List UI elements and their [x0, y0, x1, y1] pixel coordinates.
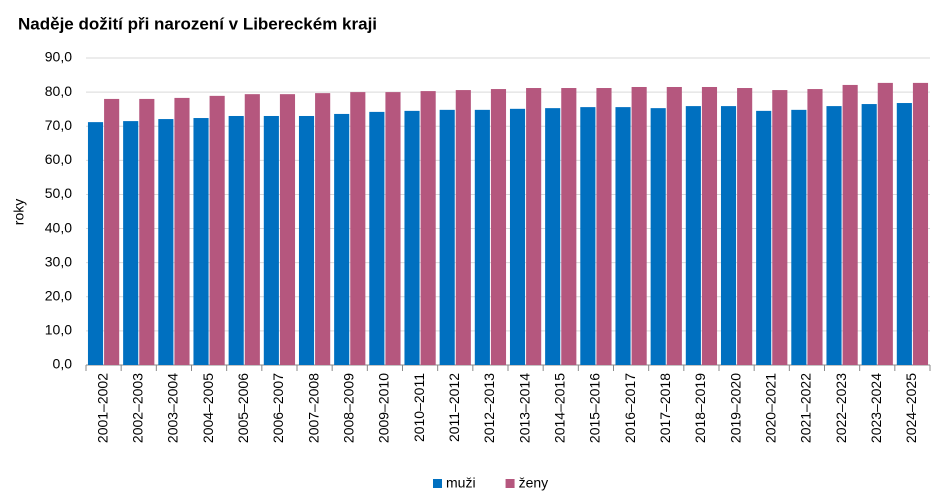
bar [228, 115, 244, 365]
bar [174, 97, 190, 365]
y-tick-label: 40,0 [45, 219, 72, 235]
x-tick-label: 2017–2018 [657, 373, 673, 443]
bar [861, 104, 877, 366]
bar [756, 110, 772, 365]
bar [912, 82, 929, 365]
x-tick-label: 2006–2007 [270, 373, 286, 443]
y-tick-label: 70,0 [45, 117, 72, 133]
bar [209, 95, 225, 365]
bar [509, 108, 526, 365]
x-tick-label: 2014–2015 [551, 373, 567, 443]
bar [877, 82, 893, 365]
x-tick-label: 2013–2014 [516, 373, 532, 443]
bar [580, 107, 596, 366]
x-tick-label: 2003–2004 [165, 373, 181, 443]
y-tick-label: 0,0 [53, 356, 73, 372]
bar [104, 98, 120, 365]
x-tick-label: 2010–2011 [411, 373, 427, 442]
bar [263, 115, 279, 365]
x-tick-label: 2016–2017 [622, 373, 638, 443]
bar [720, 106, 737, 365]
x-tick-label: 2020–2021 [762, 373, 778, 443]
bar [826, 106, 842, 365]
bar [315, 93, 331, 365]
bar [737, 88, 753, 366]
x-tick-label: 2002–2003 [129, 373, 145, 443]
y-tick-label: 20,0 [45, 287, 72, 303]
bar [545, 108, 561, 365]
x-tick-label: 2005–2006 [235, 373, 251, 443]
bar [87, 122, 104, 365]
x-tick-label: 2008–2009 [340, 373, 356, 443]
bar [561, 88, 577, 366]
x-tick-label: 2015–2016 [587, 373, 603, 443]
x-tick-label: 2023–2024 [868, 373, 884, 443]
legend-label: muži [446, 475, 476, 491]
bar [350, 92, 366, 365]
bar [615, 107, 631, 366]
bar [596, 88, 612, 366]
y-tick-label: 10,0 [45, 322, 72, 338]
bar [701, 86, 718, 365]
y-axis-label: roky [11, 199, 27, 225]
legend-swatch [433, 479, 442, 488]
legend-swatch [505, 479, 515, 488]
y-tick-label: 80,0 [45, 83, 72, 99]
bar [455, 90, 471, 365]
bar [158, 119, 174, 365]
x-tick-label: 2018–2019 [692, 373, 708, 443]
bar [685, 106, 701, 365]
bar [404, 110, 420, 365]
bar [439, 109, 455, 365]
x-tick-label: 2024–2025 [903, 373, 919, 443]
x-tick-label: 2022–2023 [833, 373, 849, 443]
x-tick-label: 2004–2005 [200, 373, 216, 443]
y-tick-label: 30,0 [45, 253, 72, 269]
bar [791, 109, 807, 365]
x-tick-label: 2012–2013 [481, 373, 497, 443]
bar [526, 88, 542, 366]
bar [139, 98, 155, 365]
bar [650, 108, 666, 365]
bar [666, 86, 682, 365]
bar [298, 115, 315, 365]
bar [490, 89, 507, 366]
y-tick-label: 60,0 [45, 151, 72, 167]
y-tick-label: 90,0 [45, 49, 72, 65]
bar [334, 113, 350, 365]
x-tick-label: 2007–2008 [305, 373, 321, 443]
x-tick-label: 2009–2010 [376, 373, 392, 443]
bar [896, 103, 912, 365]
bar [842, 84, 858, 365]
chart-title: Naděje dožití při narození v Libereckém … [18, 14, 377, 33]
bar [420, 91, 436, 366]
x-tick-label: 2011–2012 [446, 373, 462, 442]
bar [244, 94, 260, 365]
bar [772, 90, 788, 365]
x-tick-label: 2019–2020 [727, 373, 743, 443]
legend-label: ženy [519, 475, 549, 491]
bar [193, 118, 209, 365]
bar [279, 94, 296, 365]
bar [807, 89, 823, 366]
x-tick-label: 2021–2022 [798, 373, 814, 443]
bar [385, 92, 401, 365]
bar [631, 86, 647, 365]
bar [369, 111, 385, 365]
bar [123, 121, 139, 365]
bar [474, 109, 490, 365]
y-tick-label: 50,0 [45, 185, 72, 201]
x-tick-label: 2001–2002 [94, 373, 110, 443]
